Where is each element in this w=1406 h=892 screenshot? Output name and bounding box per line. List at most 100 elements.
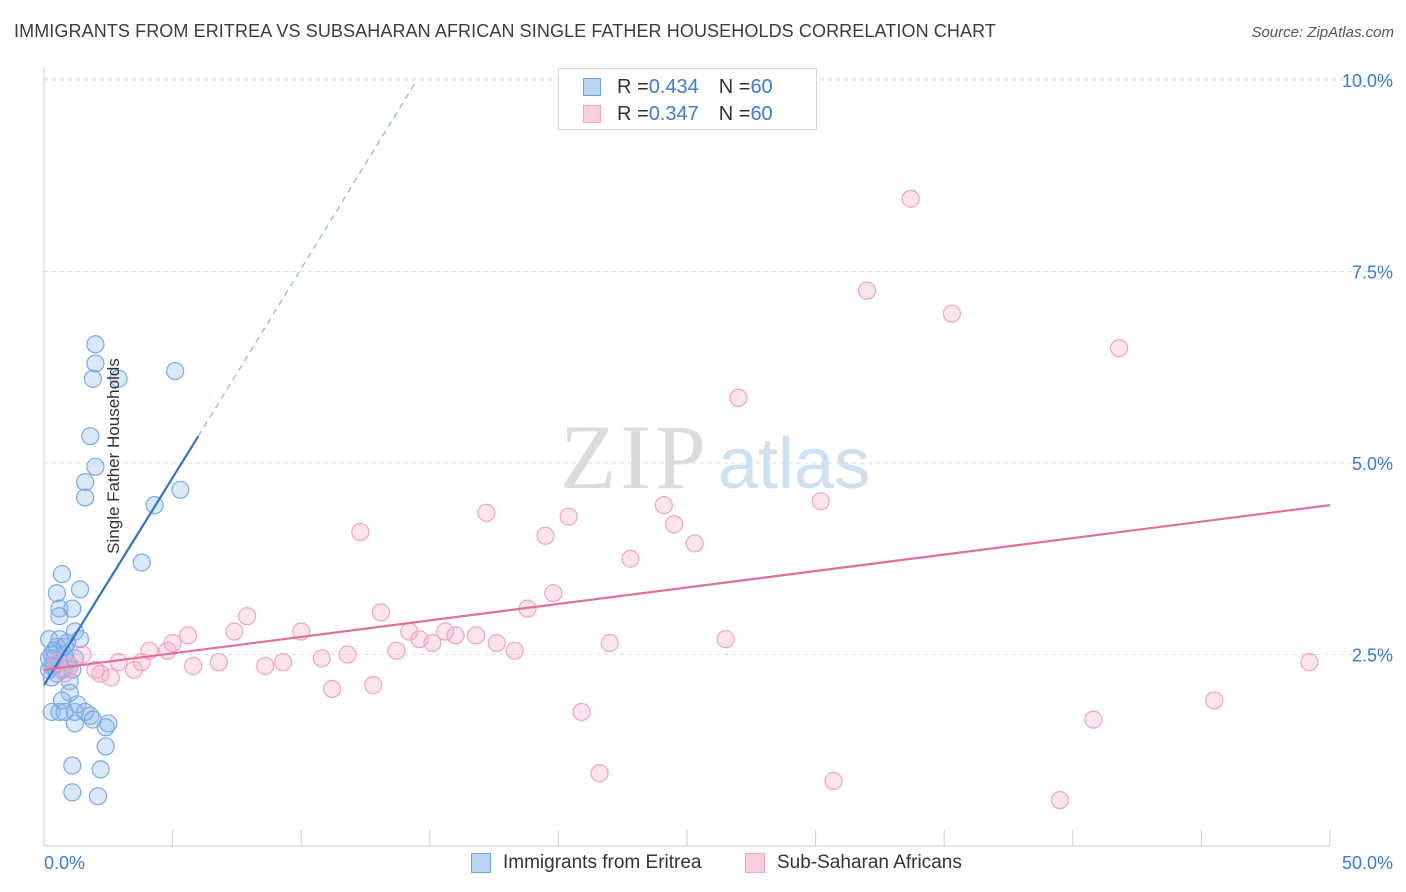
data-point (55, 702, 74, 722)
data-point (338, 645, 357, 664)
legend-swatch-pink (583, 105, 601, 123)
data-point (91, 760, 110, 779)
data-point (1084, 710, 1103, 729)
data-point (52, 564, 72, 584)
data-point (109, 653, 128, 672)
data-point (166, 361, 185, 381)
data-point (716, 630, 735, 649)
data-point (364, 676, 383, 695)
data-point (351, 522, 370, 542)
data-point (423, 633, 442, 653)
legend-r-label: R = (617, 102, 649, 125)
data-point (91, 664, 110, 683)
data-point (40, 630, 59, 649)
watermark-atlas: atlas (718, 424, 870, 504)
trend-line-subsaharan (43, 504, 1331, 671)
data-point (101, 668, 120, 687)
legend-r-label: R = (617, 75, 649, 98)
data-point (371, 603, 391, 622)
y-axis-label: Single Father Households (103, 358, 123, 554)
legend-n-value: 60 (750, 102, 773, 125)
legend-swatch-blue (471, 853, 491, 873)
series-legend: Immigrants from Eritrea Sub-Saharan Afri… (0, 852, 1406, 876)
data-point (171, 480, 190, 499)
data-point (81, 427, 100, 446)
data-point (487, 633, 506, 653)
data-point (99, 714, 118, 733)
data-point (685, 534, 704, 553)
y-tick-label: 2.5% (1352, 646, 1393, 666)
data-point (42, 702, 61, 722)
data-point (312, 649, 331, 668)
data-point (665, 515, 684, 534)
data-point (109, 369, 128, 388)
data-point (621, 549, 640, 568)
data-point (477, 503, 496, 522)
data-point (811, 492, 830, 511)
data-point (50, 702, 69, 722)
data-point (88, 787, 108, 806)
data-point (96, 737, 115, 756)
legend-row-subsaharan: R = 0.347 N = 60 (583, 102, 773, 126)
data-point (225, 622, 244, 641)
data-point (387, 641, 406, 660)
x-tick-label-min: 0.0% (44, 853, 85, 873)
data-point (238, 607, 257, 626)
data-point (857, 281, 877, 300)
data-point (559, 507, 578, 526)
data-point (76, 702, 95, 722)
data-point (536, 526, 555, 545)
data-point (274, 653, 293, 672)
data-point (50, 599, 69, 618)
data-point (544, 584, 563, 603)
data-point (901, 189, 920, 208)
data-point (65, 714, 84, 733)
legend-r-value: 0.434 (648, 75, 699, 98)
data-point (73, 645, 92, 664)
data-point (58, 633, 77, 653)
legend-n-value: 60 (750, 75, 773, 98)
data-point (76, 488, 95, 507)
y-tick-label: 7.5% (1352, 263, 1393, 283)
data-point (184, 656, 203, 676)
y-tick-label: 5.0% (1352, 454, 1393, 474)
data-point (163, 633, 182, 653)
data-point (52, 691, 72, 710)
data-point (63, 756, 82, 775)
legend-series-name: Sub-Saharan Africans (777, 852, 962, 873)
watermark-zip: ZIP (560, 406, 710, 508)
data-point (1109, 339, 1129, 358)
trend-line-eritrea (43, 435, 200, 686)
data-point (1205, 691, 1224, 710)
data-point (83, 710, 102, 729)
data-point (436, 622, 455, 641)
data-point (654, 496, 673, 515)
legend-n-label: N = (718, 102, 751, 125)
trend-line-eritrea-extension (197, 79, 418, 437)
watermark: ZIP atlas (560, 406, 870, 508)
legend-item-subsaharan[interactable]: Sub-Saharan Africans (745, 852, 962, 874)
trend-lines (43, 79, 1331, 686)
data-point (322, 679, 342, 699)
data-point (55, 664, 74, 683)
data-point (47, 584, 66, 603)
data-point (505, 641, 524, 660)
data-point (86, 457, 105, 476)
data-point (124, 660, 144, 679)
grid-lines (44, 77, 1392, 655)
data-point (132, 553, 151, 572)
legend-item-eritrea[interactable]: Immigrants from Eritrea (471, 852, 701, 874)
data-point (942, 304, 962, 323)
source-label: Source: ZipAtlas.com (1251, 24, 1394, 41)
data-point (209, 653, 228, 672)
data-point (824, 771, 843, 790)
data-point (70, 580, 90, 599)
legend-series-name: Immigrants from Eritrea (503, 852, 702, 873)
y-tick-label: 10.0% (1342, 71, 1393, 91)
data-point (86, 354, 105, 373)
data-point (256, 656, 275, 676)
data-point (600, 633, 619, 653)
tick-labels: 2.5% 5.0% 7.5% 10.0% 0.0% 50.0% (44, 71, 1393, 873)
data-point (63, 599, 82, 618)
